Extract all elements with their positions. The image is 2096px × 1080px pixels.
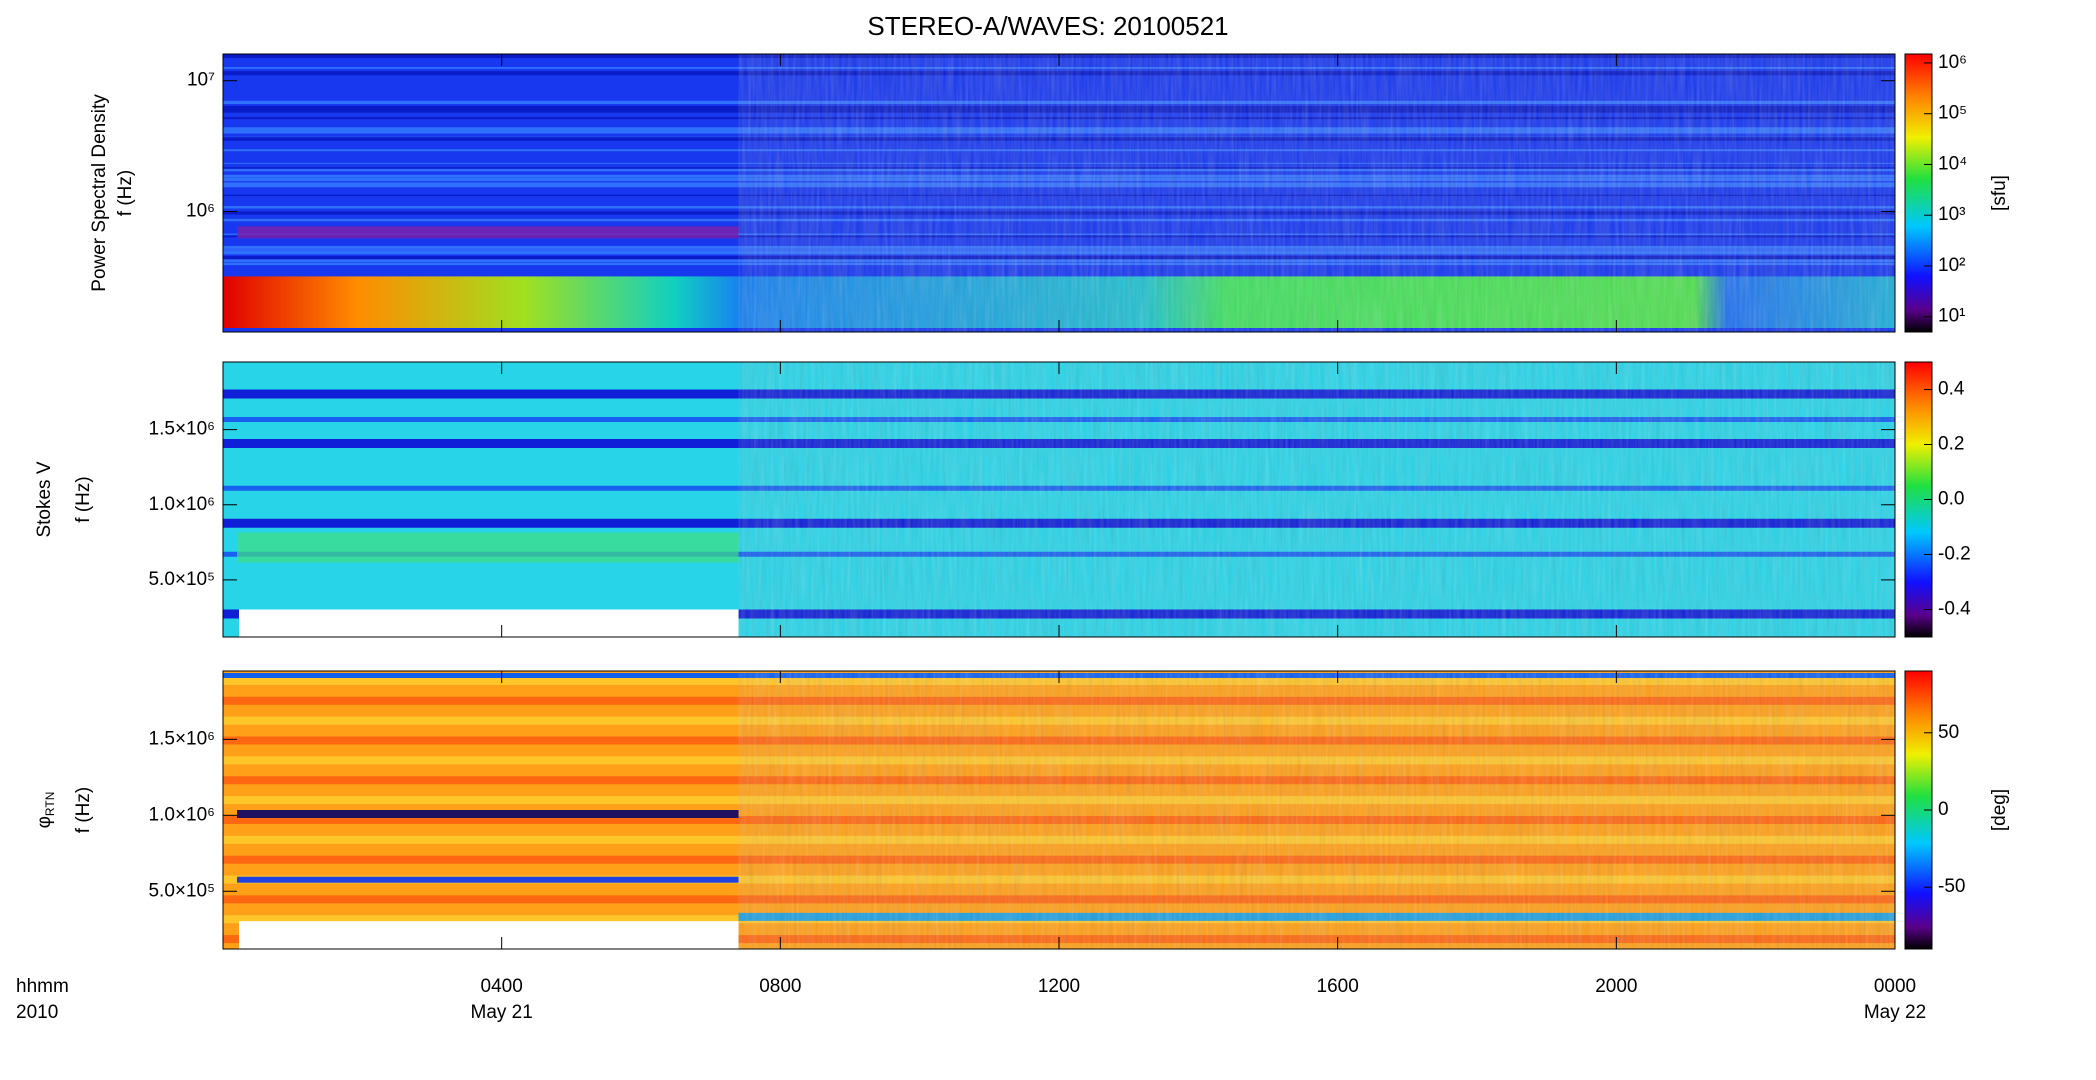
spectrogram	[223, 671, 1895, 949]
y-tick-label: 5.0×10⁵	[148, 880, 215, 901]
colorbar-tick-label: 50	[1938, 722, 1959, 743]
spectrogram-gap	[239, 921, 739, 949]
x-tick-label: 0000	[1874, 976, 1916, 997]
colorbar-tick-label: 0.2	[1938, 434, 1964, 455]
colorbar	[1904, 53, 1933, 333]
colorbar-label: [sfu]	[1989, 175, 2010, 211]
colorbar-tick-label: -0.2	[1938, 544, 1971, 565]
colorbar-tick-label: 0.0	[1938, 489, 1964, 510]
x-tick-label: 1200	[1038, 976, 1080, 997]
colorbar-tick-label: 0.4	[1938, 379, 1965, 400]
y-tick-label: 1.5×10⁶	[149, 419, 215, 440]
y-axis-quantity: φRTN	[34, 792, 57, 829]
chart-title: STEREO-A/WAVES: 20100521	[867, 11, 1228, 41]
y-tick-label: 1.5×10⁶	[149, 728, 215, 749]
quantity-text: φ	[34, 816, 55, 828]
colorbar-tick-label: -0.4	[1938, 599, 1971, 620]
spectrogram-stripe	[237, 226, 739, 239]
x-tick-label: 2000	[1595, 976, 1637, 997]
spectrogram	[223, 362, 1895, 637]
colorbar-tick-label: 10⁴	[1938, 153, 1967, 174]
colorbar-tick-label: 10⁶	[1938, 52, 1967, 73]
y-tick-label: 1.0×10⁶	[149, 804, 215, 825]
y-axis-label: f (Hz)	[73, 476, 94, 522]
spectrogram-texture	[738, 54, 1895, 332]
spectrogram-stripe	[237, 810, 739, 818]
quantity-text: Stokes V	[34, 461, 55, 537]
y-axis-quantity: Power Spectral Density	[89, 94, 110, 292]
x-tick-label: 1600	[1317, 976, 1359, 997]
spectrogram-texture	[738, 362, 1895, 637]
x-unit-label: hhmm	[16, 976, 69, 997]
y-tick-label: 5.0×10⁵	[148, 569, 215, 590]
colorbar-tick-label: 0	[1938, 799, 1949, 820]
quantity-text: Power Spectral Density	[89, 94, 110, 292]
y-tick-label: 10⁷	[187, 70, 215, 91]
colorbar-tick-label: 10²	[1938, 255, 1965, 276]
x-tick-label: 0400	[481, 976, 523, 997]
x-year-label: 2010	[16, 1002, 58, 1023]
y-axis-label: f (Hz)	[73, 787, 94, 833]
spectrogram-gap	[239, 609, 739, 637]
y-tick-label: 1.0×10⁶	[149, 494, 215, 515]
colorbar-label: [deg]	[1989, 789, 2010, 831]
spectrogram-stripe	[237, 532, 739, 563]
x-date-label: May 22	[1864, 1002, 1926, 1023]
spectrogram	[223, 54, 1895, 332]
y-axis-quantity: Stokes V	[34, 461, 55, 537]
y-axis-label: f (Hz)	[115, 170, 136, 216]
x-tick-label: 0800	[759, 976, 801, 997]
y-tick-label: 10⁶	[186, 201, 215, 222]
spectrogram-texture	[738, 671, 1895, 949]
colorbar-tick-label: 10³	[1938, 204, 1965, 225]
colorbar-tick-label: 10¹	[1938, 306, 1965, 327]
quantity-subscript: RTN	[43, 792, 57, 816]
x-date-label: May 21	[471, 1002, 533, 1023]
colorbar-tick-label: 10⁵	[1938, 103, 1967, 124]
colorbar-tick-label: -50	[1938, 876, 1965, 897]
spectrogram-stripe	[237, 876, 739, 883]
